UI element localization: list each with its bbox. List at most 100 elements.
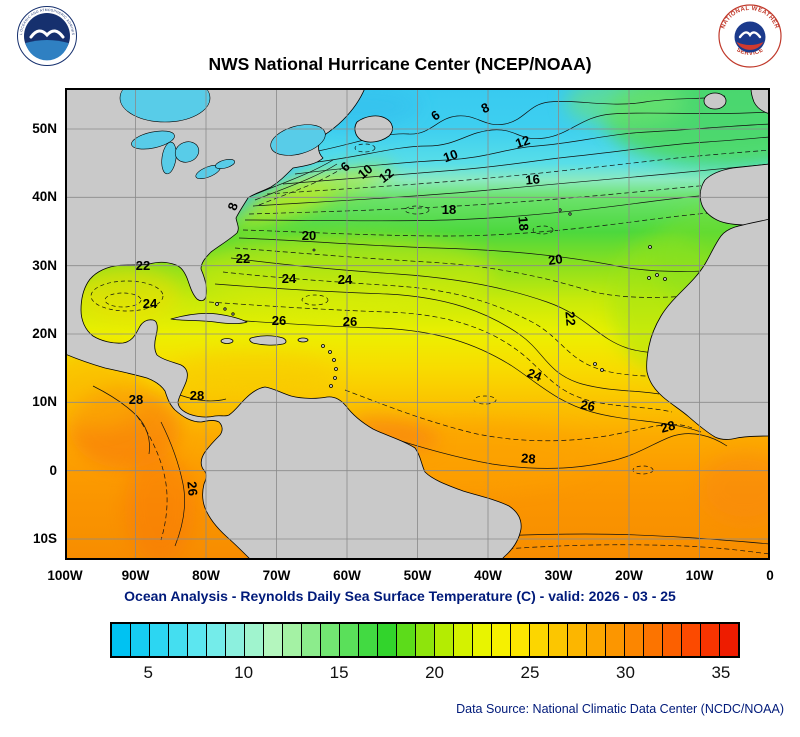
colorbar-segment: [263, 624, 282, 656]
contour-label: 22: [562, 311, 578, 327]
lake-michigan: [161, 141, 177, 175]
landmass-americas: [64, 87, 522, 561]
colorbar-segment: [567, 624, 586, 656]
contour-label: 16: [525, 171, 541, 187]
colorbar-tick-label: 20: [425, 663, 444, 682]
data-source: Data Source: National Climatic Data Cent…: [456, 702, 784, 716]
colorbar-ticks: 5 10 15 20 25 30 35: [110, 663, 740, 685]
lon-tick-label: 10W: [685, 568, 714, 583]
lon-tick-label: 60W: [333, 568, 361, 583]
contour-label: 18: [515, 216, 531, 232]
colorbar-segment: [434, 624, 453, 656]
contour-label: 24: [525, 365, 544, 384]
contour-label: 26: [184, 481, 200, 497]
lat-tick-label: 40N: [32, 189, 57, 205]
lon-tick-label: 80W: [192, 568, 220, 583]
landmass-africa: [646, 218, 771, 440]
noaa-gull-icon: [29, 29, 65, 39]
page-title: NWS National Hurricane Center (NCEP/NOAA…: [208, 54, 592, 74]
colorbar-segment: [586, 624, 605, 656]
colorbar-segment: [187, 624, 206, 656]
colorbar-segment: [320, 624, 339, 656]
contour-label: 26: [343, 314, 357, 329]
contour-label: 8: [224, 200, 241, 212]
lat-tick-label: 10N: [32, 394, 57, 410]
colorbar-segment: [529, 624, 548, 656]
noaa-emblem-sea: [25, 40, 69, 61]
gulf-of-st-lawrence: [270, 124, 326, 156]
colorbar-segment: [377, 624, 396, 656]
lat-tick-label: 50N: [32, 121, 57, 136]
colorbar-segment: [225, 624, 244, 656]
contour-label: 20: [547, 251, 563, 268]
lake-huron: [174, 141, 200, 163]
contour-label: 10: [441, 146, 460, 165]
contour-label: 28: [521, 450, 537, 466]
lon-tick-label: 30W: [544, 568, 573, 583]
colorbar-tick-label: 15: [329, 663, 349, 682]
colorbar-segment: [510, 624, 529, 656]
contour-label: 24: [338, 272, 353, 287]
colorbar-segment: [130, 624, 149, 656]
colorbar: [110, 622, 740, 658]
caption: Ocean Analysis - Reynolds Daily Sea Surf…: [124, 588, 676, 604]
lon-tick-label: 90W: [121, 568, 150, 583]
colorbar-tick-label: 5: [143, 663, 153, 682]
nws-emblem-sea: [736, 42, 764, 50]
landmass-hispaniola: [249, 335, 287, 346]
lon-tick-label: 40W: [474, 568, 502, 583]
lon-tick-label: 0: [766, 568, 774, 583]
colorbar-segment: [605, 624, 624, 656]
landmass-jamaica: [220, 338, 234, 344]
colorbar-segment: [244, 624, 263, 656]
colorbar-segment: [339, 624, 358, 656]
colorbar-segment: [491, 624, 510, 656]
contour-label: 28: [190, 388, 204, 403]
colorbar-segment: [662, 624, 681, 656]
colorbar-segment: [282, 624, 301, 656]
colorbar-segment: [358, 624, 377, 656]
lake-superior: [131, 130, 175, 150]
colorbar-segment: [415, 624, 434, 656]
colorbar-segment: [112, 624, 130, 656]
contour-label: 24: [143, 296, 158, 311]
contour-label: 18: [442, 202, 456, 217]
lon-tick-label: 100W: [47, 568, 83, 583]
colorbar-segment: [206, 624, 225, 656]
contour-label: 26: [579, 397, 596, 414]
lat-tick-label: 0: [49, 462, 57, 478]
colorbar-tick-label: 30: [615, 663, 635, 682]
contour-label: 20: [302, 228, 316, 243]
graticule: [65, 88, 770, 560]
colorbar-segment: [681, 624, 700, 656]
colorbar-tick-label: 10: [234, 663, 254, 682]
nws-logo: NATIONAL WEATHER SERVICE: [718, 4, 782, 68]
lat-tick-label: 10S: [32, 531, 57, 546]
colorbar-segment: [168, 624, 187, 656]
colorbar-segment: [643, 624, 662, 656]
landmass-cuba: [170, 312, 248, 324]
sst-map: 6 8 10 12 6 10 12 8 16 18 18 20 20 22 22 22 24 24 24 24 26 26…: [45, 68, 800, 563]
contour-label: 24: [282, 271, 297, 286]
landmass-puerto-rico: [297, 337, 309, 343]
lake-ontario: [214, 159, 236, 169]
lon-tick-label: 20W: [615, 568, 643, 583]
noaa-logo: NATIONAL OCEANIC AND ATMOSPHERIC ADMINIS…: [17, 6, 77, 66]
colorbar-segment: [700, 624, 719, 656]
lon-tick-label: 50W: [403, 568, 432, 583]
contour-label: 22: [236, 251, 250, 266]
lat-tick-label: 30N: [32, 257, 57, 273]
colorbar-segment: [472, 624, 491, 656]
colorbar-segment: [548, 624, 567, 656]
colorbar-segment: [453, 624, 472, 656]
colorbar-segment: [301, 624, 320, 656]
contour-label: 26: [272, 313, 286, 328]
landmass-ireland: [703, 92, 727, 110]
map-frame: [65, 88, 770, 560]
colorbar-tick-label: 25: [520, 663, 540, 682]
colorbar-segment: [719, 624, 738, 656]
lon-tick-label: 70W: [262, 568, 291, 583]
colorbar-tick-label: 35: [711, 663, 731, 682]
